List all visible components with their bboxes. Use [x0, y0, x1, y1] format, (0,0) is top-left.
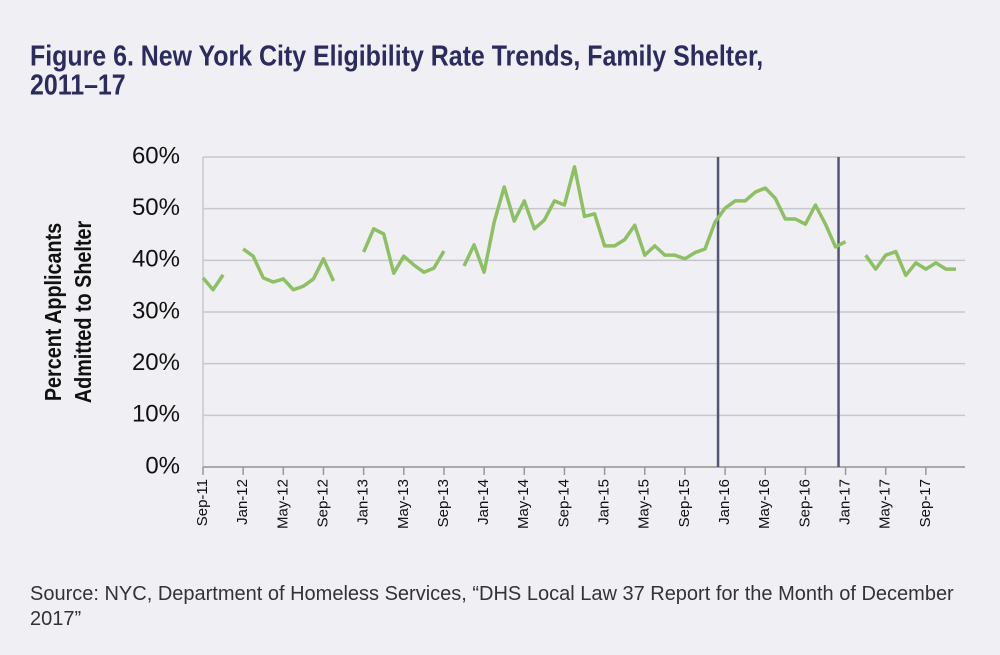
x-tick-label: May-15 — [636, 479, 653, 529]
x-tick-label: Sep-16 — [796, 479, 813, 527]
x-tick-label: Jan-14 — [475, 479, 492, 525]
x-tick-label: Jan-16 — [716, 479, 733, 525]
y-axis-label-line: Percent Applicants — [41, 223, 67, 401]
y-tick-label: 0% — [145, 452, 180, 479]
x-tick-label: Sep-11 — [194, 479, 211, 526]
source-note: Source: NYC, Department of Homeless Serv… — [30, 583, 954, 630]
x-tick-label: May-17 — [877, 479, 894, 529]
x-tick-label: May-16 — [756, 479, 773, 529]
x-tick-label: May-13 — [395, 479, 412, 529]
chart-title: 2011–17 — [30, 69, 126, 101]
x-tick-label: Sep-14 — [555, 479, 572, 527]
x-tick-label: Jan-13 — [355, 479, 372, 525]
x-tick-label: Sep-12 — [314, 479, 331, 527]
x-tick-label: May-14 — [515, 479, 532, 529]
x-tick-label: Jan-17 — [837, 479, 854, 525]
x-tick-label: May-12 — [274, 479, 291, 529]
y-tick-label: 20% — [132, 349, 180, 376]
y-tick-label: 60% — [132, 142, 180, 169]
x-tick-label: Jan-15 — [596, 479, 613, 525]
y-tick-label: 50% — [132, 194, 180, 221]
y-tick-label: 40% — [132, 246, 180, 273]
x-tick-label: Sep-15 — [676, 479, 693, 527]
y-axis-label: Percent Applicants Admitted to Shelter — [41, 220, 97, 403]
x-tick-label: Jan-12 — [234, 479, 251, 525]
chart-title: Figure 6. New York City Eligibility Rate… — [30, 40, 763, 72]
x-tick-label: Sep-17 — [917, 479, 934, 527]
y-tick-label: 30% — [132, 297, 180, 324]
y-tick-label: 10% — [132, 401, 180, 428]
chart: Figure 6. New York City Eligibility Rate… — [30, 40, 965, 529]
y-axis-label-line: Admitted to Shelter — [71, 220, 97, 403]
data-line — [201, 165, 956, 292]
x-tick-label: Sep-13 — [435, 479, 452, 527]
